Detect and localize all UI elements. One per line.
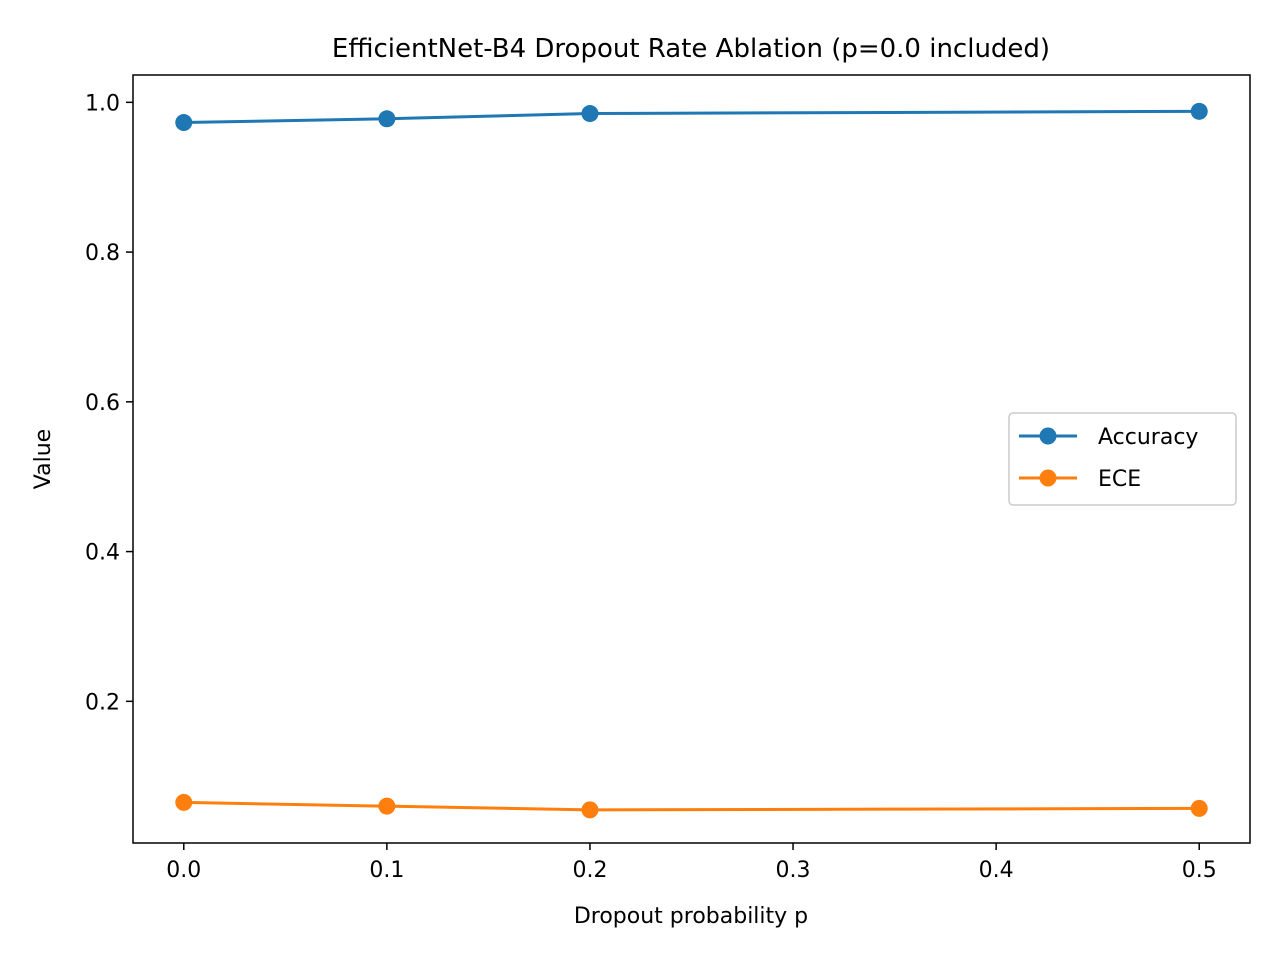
accuracy-point [378,110,396,128]
accuracy-point [1190,102,1208,120]
x-tick-label: 0.2 [572,858,607,883]
x-axis-label: Dropout probability p [574,904,808,929]
ece-point [378,797,396,815]
ece-line [182,800,1201,812]
ticks-layer: 0.0 0.1 0.2 0.3 0.4 0.5 0.2 0.4 0.6 0.8 1.0 [85,91,1217,883]
series-layer [175,102,1208,819]
x-tick-label: 0.0 [166,858,201,883]
series-accuracy [175,102,1208,132]
y-tick-label: 0.6 [85,391,120,416]
ece-point [581,801,599,819]
series-ece [175,793,1208,819]
chart-title: EfficientNet-B4 Dropout Rate Ablation (p… [332,34,1050,64]
ece-point [175,793,193,811]
accuracy-point [581,105,599,123]
y-tick-label: 0.2 [85,690,120,715]
legend: Accuracy ECE [1008,412,1237,506]
y-tick-label: 0.8 [85,241,120,266]
accuracy-point [175,114,193,132]
x-tick-label: 0.3 [776,858,811,883]
axes-frame [132,74,1251,844]
y-axis-label: Value [31,429,56,489]
legend-accuracy-label: Accuracy [1098,425,1198,450]
x-tick-label: 0.4 [979,858,1014,883]
legend-ece-label: ECE [1098,467,1141,492]
ece-point [1190,799,1208,817]
legend-ece-marker [1039,469,1057,487]
accuracy-line [182,109,1201,125]
x-tick-label: 0.1 [369,858,404,883]
y-tick-label: 0.4 [85,541,120,566]
y-tick-label: 1.0 [85,91,120,116]
x-tick-label: 0.5 [1182,858,1217,883]
legend-accuracy-marker [1039,427,1057,445]
